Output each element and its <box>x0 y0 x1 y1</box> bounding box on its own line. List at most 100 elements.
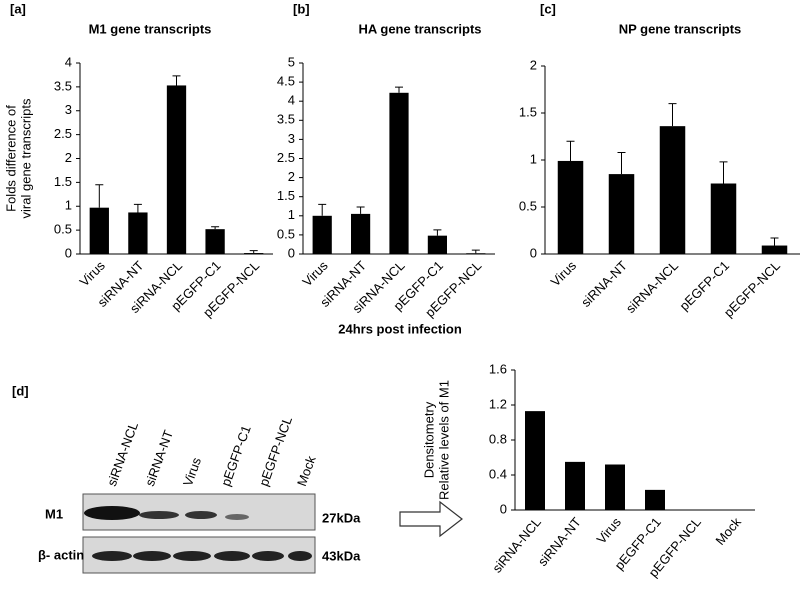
error-bar <box>356 206 365 214</box>
y-tick-label: 1 <box>288 207 295 222</box>
lane-label: siRNA-NCL <box>104 420 141 488</box>
error-bar <box>719 161 728 184</box>
blot-band <box>84 506 140 520</box>
error-bar <box>668 103 677 127</box>
panel-label: [b] <box>293 1 310 16</box>
error-bar <box>172 75 181 86</box>
y-tick-label: 0.4 <box>489 466 507 481</box>
y-tick-label: 2 <box>65 150 72 165</box>
bar <box>312 215 332 254</box>
chart-title: HA gene transcripts <box>358 21 481 36</box>
bar <box>205 229 225 254</box>
x-tick-label: Virus <box>594 514 625 547</box>
bar <box>89 207 109 254</box>
blot-size-label: 43kDa <box>322 548 361 563</box>
error-bar <box>770 237 779 246</box>
y-tick-label: 0 <box>65 245 72 260</box>
x-tick-label: siRNA-NT <box>535 514 584 568</box>
blot-row-label: β- actin <box>38 547 84 562</box>
y-tick-label: 0.5 <box>519 198 537 213</box>
y-tick-label: 0.5 <box>54 222 72 237</box>
chart-title: M1 gene transcripts <box>89 21 212 36</box>
panel-label: [c] <box>540 1 556 16</box>
bar <box>389 92 409 255</box>
y-tick-label: 5 <box>288 54 295 69</box>
y-tick-label: 3.5 <box>277 112 295 127</box>
x-tick-label: pEGFP-C1 <box>676 258 732 314</box>
y-tick-label: 1.2 <box>489 396 507 411</box>
y-tick-label: 0.5 <box>277 226 295 241</box>
lane-label: pEGFP-C1 <box>218 423 254 488</box>
bar <box>710 183 737 254</box>
bar <box>608 174 635 254</box>
y-axis-label: Folds difference of <box>3 105 18 212</box>
error-bar <box>211 226 220 230</box>
arrow <box>399 500 463 538</box>
error-bar <box>395 86 403 93</box>
y-tick-label: 2.5 <box>54 126 72 141</box>
error-bar <box>249 250 258 254</box>
y-tick-label: 1.5 <box>277 188 295 203</box>
blot-band <box>139 511 179 519</box>
error-bar <box>566 140 575 161</box>
x-tick-label: siRNA-NCL <box>489 514 544 575</box>
bar <box>557 160 584 254</box>
y-tick-label: 4 <box>288 93 295 108</box>
error-bar <box>133 203 142 213</box>
y-tick-label: 0.8 <box>489 431 507 446</box>
blot-band <box>133 551 171 561</box>
panel-label: [a] <box>10 1 26 16</box>
bar <box>761 245 788 254</box>
bar <box>605 464 625 510</box>
y-tick-label: 1 <box>65 198 72 213</box>
western-blot <box>82 493 316 574</box>
blot-band <box>288 551 312 561</box>
error-bar <box>433 229 442 236</box>
caption: 24hrs post infection <box>338 321 462 336</box>
x-tick-label: Mock <box>712 514 744 548</box>
y-tick-label: 1.6 <box>489 361 507 376</box>
error-bar <box>617 151 626 175</box>
bar <box>466 253 486 254</box>
bar <box>659 126 686 254</box>
lane-label: pEGFP-NCL <box>256 415 295 489</box>
error-bar <box>318 203 327 216</box>
y-tick-label: 1.5 <box>54 174 72 189</box>
y-tick-label: 0 <box>288 245 295 260</box>
y-tick-label: 4.5 <box>277 74 295 89</box>
lane-label: siRNA-NT <box>142 428 176 488</box>
bar <box>166 85 187 254</box>
bar <box>128 212 148 254</box>
bar <box>351 213 371 254</box>
blot-band <box>252 551 284 561</box>
blot-band <box>185 511 217 519</box>
y-axis-label: Densitometry <box>421 401 436 478</box>
blot-band <box>214 551 250 561</box>
bar <box>525 411 545 510</box>
y-tick-label: 2 <box>530 57 537 72</box>
x-tick-label: Virus <box>299 258 331 290</box>
lane-label: Virus <box>180 455 204 488</box>
bar <box>645 489 665 510</box>
y-axis-label: viral gene transcripts <box>18 98 33 218</box>
y-tick-label: 0 <box>530 245 537 260</box>
y-tick-label: 4 <box>65 54 72 69</box>
blot-size-label: 27kDa <box>322 510 361 525</box>
y-tick-label: 3 <box>65 102 72 117</box>
x-tick-label: siRNA-NCL <box>623 258 681 316</box>
x-tick-label: Virus <box>76 258 108 290</box>
y-tick-label: 1.5 <box>519 104 537 119</box>
blot-row-label: M1 <box>45 506 63 521</box>
y-axis-label: Relative levels of M1 <box>436 380 451 500</box>
blot-band <box>92 551 132 561</box>
y-tick-label: 1 <box>530 151 537 166</box>
y-tick-label: 0 <box>500 501 507 516</box>
panel-label: [d] <box>12 383 29 398</box>
y-tick-label: 2 <box>288 169 295 184</box>
bar <box>244 253 264 254</box>
x-tick-label: Virus <box>548 258 580 290</box>
chart-title: NP gene transcripts <box>619 21 742 36</box>
error-bar <box>95 184 104 208</box>
blot-band <box>173 551 211 561</box>
